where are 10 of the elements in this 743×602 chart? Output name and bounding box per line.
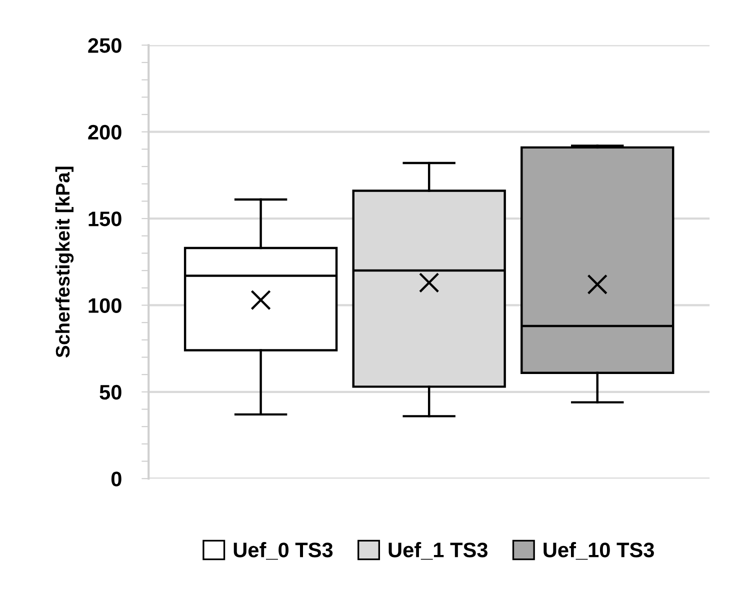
legend-label: Uef_0 TS3 — [234, 542, 333, 560]
y-tick-label: 200 — [88, 124, 122, 140]
y-tick-label: 150 — [88, 212, 122, 226]
legend-label: Uef_10 TS3 — [544, 542, 654, 560]
y-tick-label: 50 — [100, 384, 122, 400]
y-tick-label: 250 — [88, 38, 122, 53]
legend-label: Uef_1 TS3 — [388, 542, 488, 560]
y-axis-title: Scherfestigkeit [kPa] — [55, 166, 74, 358]
y-tick-label: 0 — [111, 472, 122, 486]
y-tick-label: 100 — [88, 298, 122, 313]
